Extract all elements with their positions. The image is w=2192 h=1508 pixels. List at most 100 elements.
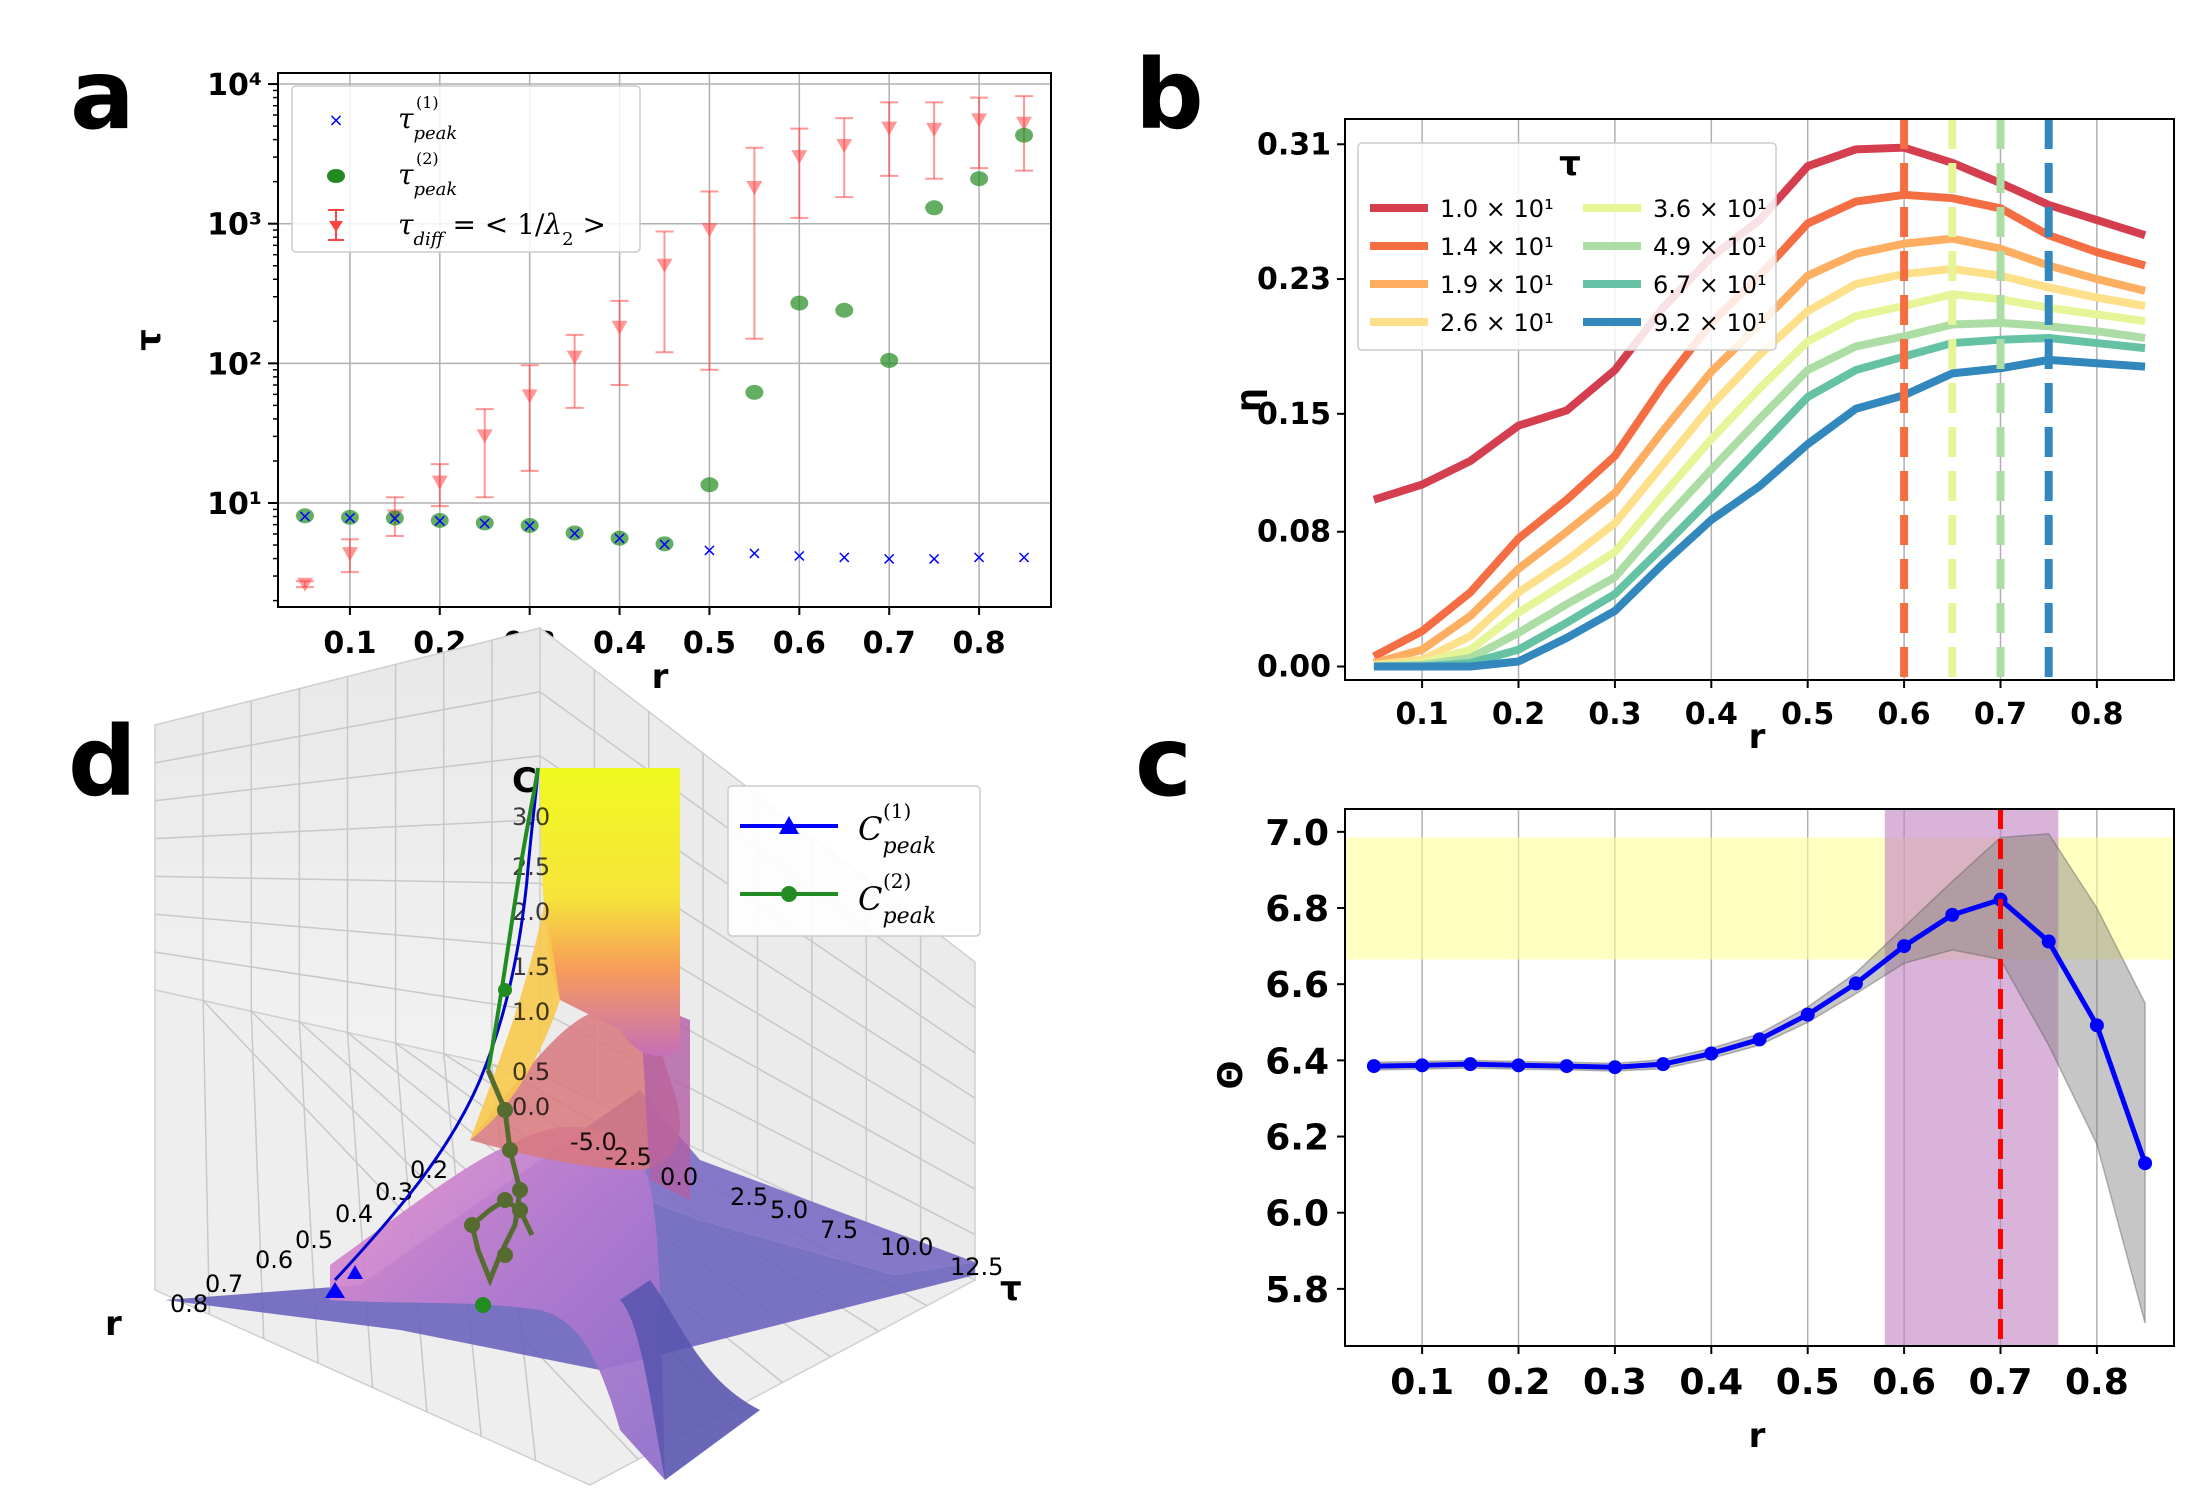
panel-b: b 0.1 0.2 0.3 0.4 0.5 0.6 0.7 0.80.000.080.150.… <box>1135 39 2175 757</box>
b-ytick-label: 0.23 <box>1257 262 1331 297</box>
panel-letter-b: b <box>1135 39 1204 151</box>
d-peak1-curve <box>333 767 540 1282</box>
d-legend: Cpeak (1) Cpeak (2) <box>727 785 981 937</box>
panel-a: a ××××××××××××××××× 0.10.20.30.40.50.60.… <box>70 39 1052 697</box>
c-point <box>1897 939 1912 954</box>
b-legend-label: 4.9 × 10¹ <box>1653 233 1767 261</box>
d-tau-tick: 12.5 <box>950 1253 1003 1281</box>
a-peak1-marker: × <box>657 534 672 555</box>
a-xtick-label: 0.6 <box>773 626 826 661</box>
c-xtick-label: 0.1 <box>1390 1362 1454 1403</box>
a-peak2-marker <box>880 352 899 368</box>
c-point <box>1511 1058 1526 1073</box>
c-point <box>1752 1032 1767 1047</box>
a-diff-marker <box>431 475 448 490</box>
b-legend-title: τ <box>1559 144 1581 184</box>
a-diff-marker <box>881 121 898 136</box>
c-vspan <box>1884 809 2059 1346</box>
d-tau-tick: 0.0 <box>660 1163 698 1191</box>
b-legend: τ 1.0 × 10¹ 1.4 × 10¹ 1.9 × 10¹ 2.6 × 10¹ 3.… <box>1357 142 1777 351</box>
a-peak2-marker <box>1015 127 1034 143</box>
b-legend-label: 1.0 × 10¹ <box>1440 195 1554 223</box>
d-c-tick: 1.0 <box>512 998 550 1026</box>
a-legend: × τpeak (1) τpeak (2) τdiff = < 1/λ2 > <box>291 85 641 253</box>
d-tau-neg-tick: -2.5 <box>605 1143 652 1171</box>
c-point <box>1366 1059 1381 1074</box>
b-ytick-label: 0.31 <box>1257 127 1331 162</box>
c-point <box>1607 1060 1622 1075</box>
d-r-tick: 0.7 <box>205 1270 243 1298</box>
d-peak2-markers <box>464 983 528 1313</box>
d-peak1-marker <box>325 1282 345 1298</box>
b-series-line <box>1373 264 2146 669</box>
a-peak1-marker: × <box>837 547 852 568</box>
c-point <box>1800 1007 1815 1022</box>
b-legend-label: 3.6 × 10¹ <box>1653 195 1767 223</box>
c-point <box>2089 1018 2104 1033</box>
a-peak2-marker <box>835 302 854 318</box>
a-peak1-marker: × <box>297 506 312 527</box>
d-left-wall-hgrid <box>154 951 541 1012</box>
panel-letter-a: a <box>70 39 135 151</box>
d-tau-tick: 5.0 <box>770 1196 808 1224</box>
c-ylabel: Θ <box>1211 1061 1251 1090</box>
c-xtick-label: 0.6 <box>1872 1362 1936 1403</box>
a-peak1-marker: × <box>612 528 627 549</box>
b-xtick-label: 0.3 <box>1588 697 1641 732</box>
d-legend-sup-1: (1) <box>883 799 911 823</box>
a-diff-marker <box>836 139 853 154</box>
a-legend-sup-2: (2) <box>416 149 439 168</box>
d-tau-label: τ <box>1000 1269 1022 1309</box>
a-diff-marker <box>656 258 673 273</box>
c-ytick-label: 6.4 <box>1265 1041 1329 1082</box>
d-peak2-curve <box>486 767 540 1071</box>
c-point <box>1704 1046 1719 1061</box>
d-floor-grid <box>250 1011 265 1339</box>
a-ytick-label: 10¹ <box>207 487 262 522</box>
a-xtick-label: 0.1 <box>323 626 376 661</box>
a-peak2-marker <box>970 171 989 187</box>
b-series-line <box>1373 334 2146 671</box>
c-band <box>1373 832 2146 1324</box>
d-c-tick: 0.5 <box>512 1058 550 1086</box>
b-xtick-label: 0.5 <box>1781 697 1834 732</box>
b-series-line <box>1373 290 2146 671</box>
a-xtick-label: 0.8 <box>953 626 1006 661</box>
a-xtick-label: 0.7 <box>863 626 916 661</box>
a-diff-marker <box>926 122 943 137</box>
b-xlabel: r <box>1749 717 1766 757</box>
a-peak1-marker: × <box>522 516 537 537</box>
a-peak2-marker <box>385 510 404 526</box>
d-c-tick: 0.0 <box>512 1093 550 1121</box>
panel-letter-d: d <box>68 706 137 818</box>
d-left-wall-hgrid <box>154 754 541 802</box>
a-data: × × × × × × × × × × × × × × × × × <box>295 95 1034 592</box>
a-diff-marker <box>1016 116 1033 131</box>
d-r-label: r <box>105 1304 122 1344</box>
a-peak1-marker: × <box>972 547 987 568</box>
c-ticks: 0.1 0.2 0.3 0.4 0.5 0.6 0.7 0.8 5.8 6.0 6.2 6.4 6.6 6… <box>1265 813 2129 1403</box>
d-tau-tick: 10.0 <box>880 1233 933 1261</box>
a-peak1-marker: × <box>477 513 492 534</box>
d-left-wall-hgrid <box>154 913 541 949</box>
d-legend-marker-1 <box>779 816 799 834</box>
a-peak2-marker <box>700 477 719 493</box>
d-sheet-front <box>620 1280 760 1480</box>
d-legend-sup-2: (2) <box>883 869 911 893</box>
d-c-tick: 1.5 <box>512 953 550 981</box>
a-frame <box>277 72 1052 608</box>
a-ytick-label: 10⁴ <box>207 68 262 103</box>
a-peak2-marker <box>430 512 449 528</box>
a-ytick-label: 10³ <box>207 208 262 243</box>
c-xtick-label: 0.8 <box>2065 1362 2129 1403</box>
b-xtick-label: 0.4 <box>1685 697 1738 732</box>
c-point <box>1848 976 1863 991</box>
a-diff-marker <box>341 547 358 562</box>
a-legend-box <box>291 85 641 253</box>
a-peak2-marker <box>295 508 314 524</box>
c-frame <box>1344 808 2175 1347</box>
a-diff-marker <box>971 113 988 128</box>
panel-letter-c: c <box>1135 706 1192 818</box>
b-legend-label: 2.6 × 10¹ <box>1440 309 1554 337</box>
